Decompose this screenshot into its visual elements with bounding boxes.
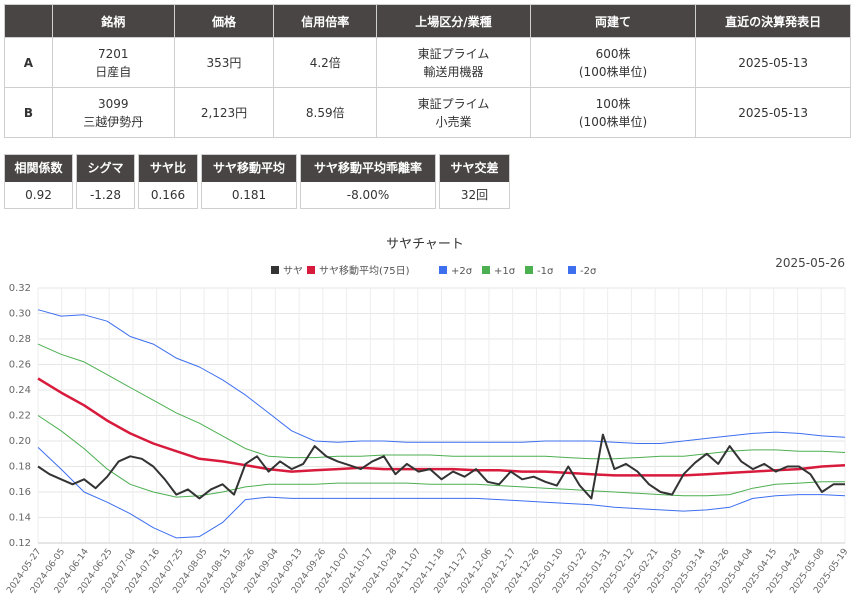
margin-cell: 8.59倍: [273, 87, 378, 138]
y-tick-label: 0.16: [9, 487, 31, 498]
metric-sigma: シグマ -1.28: [76, 154, 135, 209]
series-line: [37, 415, 845, 498]
series-line: [37, 447, 846, 539]
date-cell: 2025-05-13: [695, 37, 851, 88]
table-header-date: 直近の決算発表日: [695, 4, 851, 38]
row-label: B: [4, 87, 53, 138]
legend-swatch: [307, 266, 315, 274]
metric-value: 32回: [460, 188, 489, 202]
table-header-blank: [4, 4, 53, 38]
y-tick-label: 0.22: [9, 411, 31, 422]
metric-label: サヤ移動平均: [202, 155, 296, 182]
series-line: [37, 433, 845, 500]
y-tick-label: 0.28: [9, 334, 31, 345]
market-name: 東証プライム: [417, 96, 490, 111]
stock-code: 3099: [97, 96, 129, 111]
metric-label: 相関係数: [5, 155, 72, 182]
metric-correlation: 相関係数 0.92: [4, 154, 73, 209]
stock-cell: 3099 三越伊勢丹: [51, 87, 175, 138]
metric-label: サヤ移動平均乖離率: [301, 155, 435, 182]
hedge-unit: (100株単位): [578, 114, 648, 129]
chart-title: サヤチャート: [386, 237, 464, 252]
metric-label: サヤ交差: [440, 155, 509, 182]
legend-swatch: [439, 266, 447, 274]
stock-code: 7201: [97, 46, 129, 61]
legend-label: +2σ: [451, 266, 473, 277]
metric-label: シグマ: [77, 155, 134, 182]
table-header-hedge: 両建て: [529, 4, 697, 38]
legend-swatch: [482, 266, 490, 274]
hedge-shares: 600株: [595, 46, 631, 61]
hedge-cell: 100株 (100株単位): [529, 87, 697, 138]
y-tick-label: 0.20: [9, 436, 31, 447]
table-header-row: 銘柄 価格 信用倍率 上場区分/業種 両建て 直近の決算発表日: [4, 4, 851, 38]
pair-info-table: 銘柄 価格 信用倍率 上場区分/業種 両建て 直近の決算発表日 A 7201 日産…: [4, 4, 851, 138]
y-tick-label: 0.26: [9, 360, 31, 371]
stock-name: 日産自: [95, 64, 132, 79]
legend-label: サヤ移動平均(75日): [319, 264, 410, 277]
metric-label: サヤ比: [139, 155, 197, 182]
metric-value: -8.00%: [346, 188, 390, 202]
y-tick-label: 0.12: [9, 538, 31, 549]
price-cell: 2,123円: [173, 87, 275, 138]
table-header-price: 価格: [173, 4, 275, 38]
metric-crossings: サヤ交差 32回: [439, 154, 510, 209]
metric-value: 0.181: [231, 188, 267, 202]
series-line: [37, 343, 846, 460]
chart-date: 2025-05-26: [775, 256, 845, 270]
hedge-unit: (100株単位): [578, 64, 648, 79]
legend-swatch: [271, 266, 279, 274]
y-tick-label: 0.30: [9, 309, 31, 320]
hedge-cell: 600株 (100株単位): [529, 37, 697, 88]
stock-cell: 7201 日産自: [51, 37, 175, 88]
metric-value: -1.28: [89, 188, 122, 202]
legend-label: -2σ: [580, 266, 597, 277]
metric-value: 0.166: [150, 188, 186, 202]
table-row: A 7201 日産自 353円 4.2倍 東証プライム 輸送用機器 600株 (100…: [4, 37, 851, 88]
row-label: A: [4, 37, 53, 88]
stock-name: 三越伊勢丹: [83, 114, 144, 129]
y-tick-label: 0.18: [9, 462, 31, 473]
sector-name: 輸送用機器: [423, 64, 484, 79]
y-tick-label: 0.24: [9, 385, 31, 396]
legend-label: サヤ: [283, 265, 303, 277]
y-tick-label: 0.14: [9, 513, 31, 524]
hedge-shares: 100株: [595, 96, 631, 111]
table-row: B 3099 三越伊勢丹 2,123円 8.59倍 東証プライム 小売業 100株 (…: [4, 87, 851, 138]
table-header-market: 上場区分/業種: [376, 4, 531, 38]
metric-deviation-rate: サヤ移動平均乖離率 -8.00%: [300, 154, 436, 209]
legend-label: -1σ: [537, 266, 554, 277]
metric-value: 0.92: [25, 188, 52, 202]
date-cell: 2025-05-13: [695, 87, 851, 138]
series-line: [37, 377, 846, 477]
market-cell: 東証プライム 小売業: [376, 87, 531, 138]
market-name: 東証プライム: [417, 46, 490, 61]
metric-moving-average: サヤ移動平均 0.181: [201, 154, 297, 209]
y-tick-label: 0.32: [9, 283, 31, 294]
market-cell: 東証プライム 輸送用機器: [376, 37, 531, 88]
table-header-margin: 信用倍率: [273, 4, 378, 38]
table-header-stock: 銘柄: [51, 4, 175, 38]
legend-swatch: [525, 266, 533, 274]
series-line: [37, 309, 846, 444]
price-cell: 353円: [173, 37, 275, 88]
margin-cell: 4.2倍: [273, 37, 378, 88]
sector-name: 小売業: [435, 114, 472, 129]
legend-swatch: [568, 266, 576, 274]
legend-label: +1σ: [494, 266, 516, 277]
spread-chart: サヤチャート 2025-05-26 サヤ サヤ移動平均(75日) +2σ +1σ -1σ -2…: [5, 237, 850, 596]
metric-spread-ratio: サヤ比 0.166: [138, 154, 198, 209]
